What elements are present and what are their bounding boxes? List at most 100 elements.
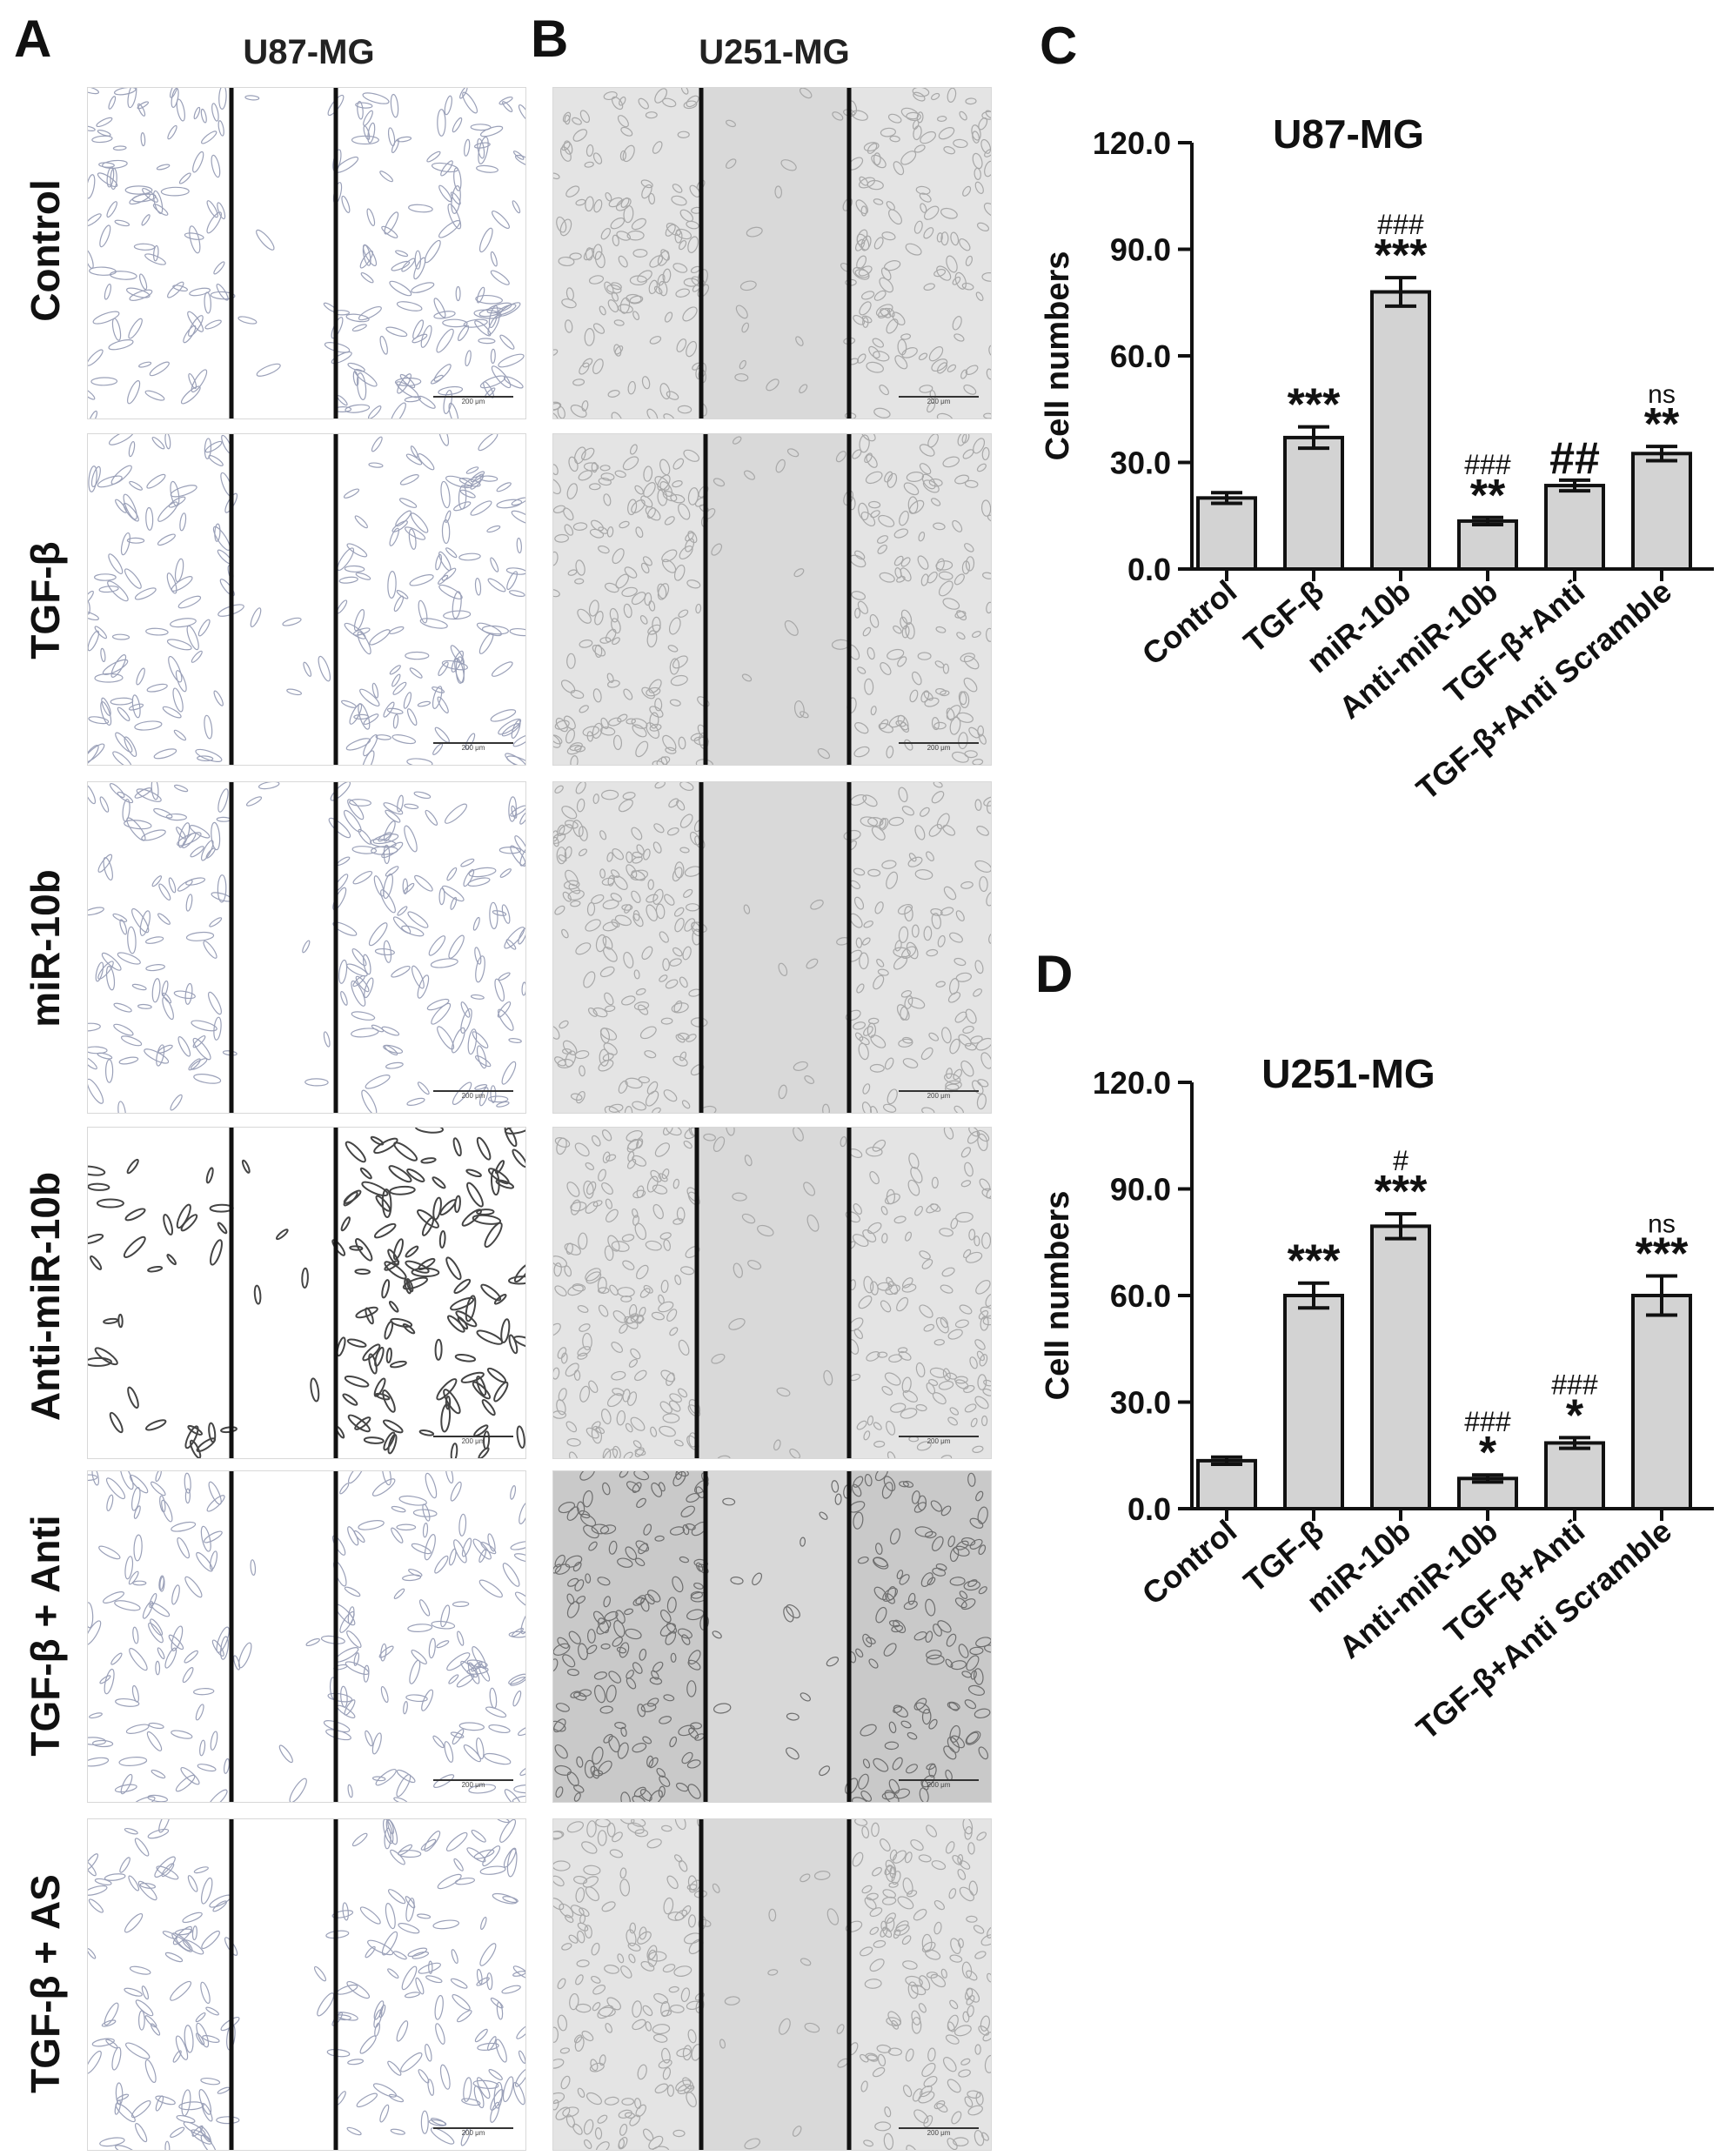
micrograph-u251-row-3: 200 μm [552, 781, 992, 1114]
u251-y-tick-label: 0.0 [1127, 1491, 1171, 1527]
scale-bar-label: 200 μm [461, 1437, 485, 1445]
micrograph-u251-row-1: 200 μm [552, 87, 992, 419]
micrograph-texture [553, 1128, 991, 1458]
panel-letter-b: B [531, 10, 569, 68]
scale-bar-label: 200 μm [927, 1781, 951, 1789]
micrograph-texture [88, 1471, 525, 1802]
u87-bar [1370, 290, 1431, 571]
u251-y-tick-label: 120.0 [1093, 1065, 1171, 1101]
u251-significance-mark: # [1393, 1145, 1408, 1176]
scale-bar-label: 200 μm [461, 398, 485, 405]
micrograph-u87-row-3: 200 μm [87, 781, 526, 1114]
u87-significance-star: *** [1375, 231, 1428, 281]
panel-letter-a: A [14, 10, 52, 68]
u251-y-axis-label: Cell numbers [1040, 1191, 1076, 1401]
scale-bar-label: 200 μm [927, 398, 951, 405]
u251-bar [1544, 1441, 1605, 1511]
micrograph-u251-row-5: 200 μm [552, 1470, 992, 1803]
micrograph-u87-row-4: 200 μm [87, 1127, 526, 1459]
panel-letter-d: D [1035, 945, 1074, 1003]
row-label-control: Control [23, 179, 68, 322]
scale-bar: 200 μm [899, 1090, 979, 1104]
panel-a-title: U87-MG [243, 33, 375, 71]
u251-significance-mark: ns [1648, 1210, 1676, 1239]
u87-y-axis-label: Cell numbers [1040, 251, 1076, 461]
scale-bar: 200 μm [899, 1436, 979, 1450]
scale-bar: 200 μm [433, 396, 513, 410]
u251-significance-star: *** [1288, 1236, 1341, 1287]
u87-significance-mark: ### [1464, 449, 1511, 480]
row-label-anti-mir-10b: Anti-miR-10b [23, 1171, 68, 1422]
u251-significance-star: * [1479, 1428, 1497, 1478]
micrograph-texture [553, 782, 991, 1113]
u251-significance-mark: ### [1464, 1406, 1511, 1437]
u251-significance-star: *** [1636, 1229, 1689, 1280]
u87-significance-star: ** [1470, 471, 1506, 521]
micrograph-texture [88, 782, 525, 1113]
u251-significance-star: * [1566, 1390, 1584, 1441]
u251-y-tick-label: 90.0 [1110, 1172, 1171, 1208]
micrograph-texture [88, 88, 525, 418]
u87-bar [1544, 484, 1605, 571]
micrograph-texture [553, 1471, 991, 1802]
u251-bar [1283, 1294, 1344, 1510]
scale-bar: 200 μm [433, 1436, 513, 1450]
micrograph-u251-row-4: 200 μm [552, 1127, 992, 1459]
scale-bar-label: 200 μm [461, 1092, 485, 1100]
u251-y-tick-label: 30.0 [1110, 1385, 1171, 1421]
micrograph-texture [88, 1128, 525, 1458]
u87-y-tick-label: 120.0 [1093, 125, 1171, 161]
micrograph-texture [553, 1819, 991, 2150]
u87-significance-mark: ns [1648, 380, 1676, 409]
scale-bar: 200 μm [899, 742, 979, 756]
scale-bar-label: 200 μm [927, 1092, 951, 1100]
u251-significance-mark: ### [1551, 1369, 1598, 1400]
u251-bar [1196, 1458, 1257, 1510]
micrograph-u251-row-6: 200 μm [552, 1818, 992, 2151]
micrograph-texture [88, 1819, 525, 2150]
scale-bar-label: 200 μm [927, 1437, 951, 1445]
scale-bar: 200 μm [433, 1090, 513, 1104]
scale-bar-label: 200 μm [927, 2129, 951, 2137]
micrograph-texture [553, 88, 991, 418]
panel-b-title: U251-MG [699, 33, 850, 71]
u87-chart-title: U87-MG [1273, 111, 1424, 157]
micrograph-u251-row-2: 200 μm [552, 433, 992, 766]
panel-letter-c: C [1040, 17, 1078, 75]
scale-bar-label: 200 μm [927, 744, 951, 752]
row-label-mir-10b: miR-10b [23, 869, 68, 1028]
scale-bar: 200 μm [433, 742, 513, 756]
u87-y-tick-label: 30.0 [1110, 445, 1171, 481]
micrograph-u87-row-1: 200 μm [87, 87, 526, 419]
u87-significance-mark: ### [1377, 209, 1424, 240]
scale-bar-label: 200 μm [461, 1781, 485, 1789]
row-label-tgf-beta-anti: TGF-β + Anti [23, 1515, 68, 1757]
u87-x-tick-label: Control [1135, 573, 1243, 673]
u87-bar [1283, 435, 1344, 571]
u87-bar [1196, 496, 1257, 572]
u87-bar [1631, 452, 1692, 571]
scale-bar: 200 μm [899, 2127, 979, 2141]
u87-significance-star: *** [1288, 380, 1341, 431]
micrograph-u87-row-2: 200 μm [87, 433, 526, 766]
bar-chart-u87: U87-MG Cell numbers 0.0 30.0 60.0 90.0 120.0 Co… [1040, 111, 1714, 807]
scale-bar-label: 200 μm [461, 744, 485, 752]
micrograph-texture [553, 434, 991, 765]
u87-y-tick-label: 60.0 [1110, 338, 1171, 374]
u87-y-tick-label: 0.0 [1127, 552, 1171, 587]
u87-y-tick-label: 90.0 [1110, 232, 1171, 268]
row-label-tgf-beta-as: TGF-β + AS [23, 1874, 68, 2093]
scale-bar: 200 μm [899, 396, 979, 410]
micrograph-u87-row-5: 200 μm [87, 1470, 526, 1803]
u251-bar [1631, 1294, 1692, 1510]
u251-significance-star: *** [1375, 1167, 1428, 1217]
u251-x-tick-label: Control [1135, 1513, 1243, 1612]
u251-bar [1370, 1224, 1431, 1510]
u87-significance-star: ** [1644, 399, 1680, 450]
u87-significance-star: ## [1549, 433, 1600, 484]
micrograph-u87-row-6: 200 μm [87, 1818, 526, 2151]
scale-bar: 200 μm [433, 1779, 513, 1793]
u251-y-tick-label: 60.0 [1110, 1278, 1171, 1314]
u87-bar [1457, 519, 1518, 571]
row-label-tgf-beta: TGF-β [23, 541, 68, 660]
